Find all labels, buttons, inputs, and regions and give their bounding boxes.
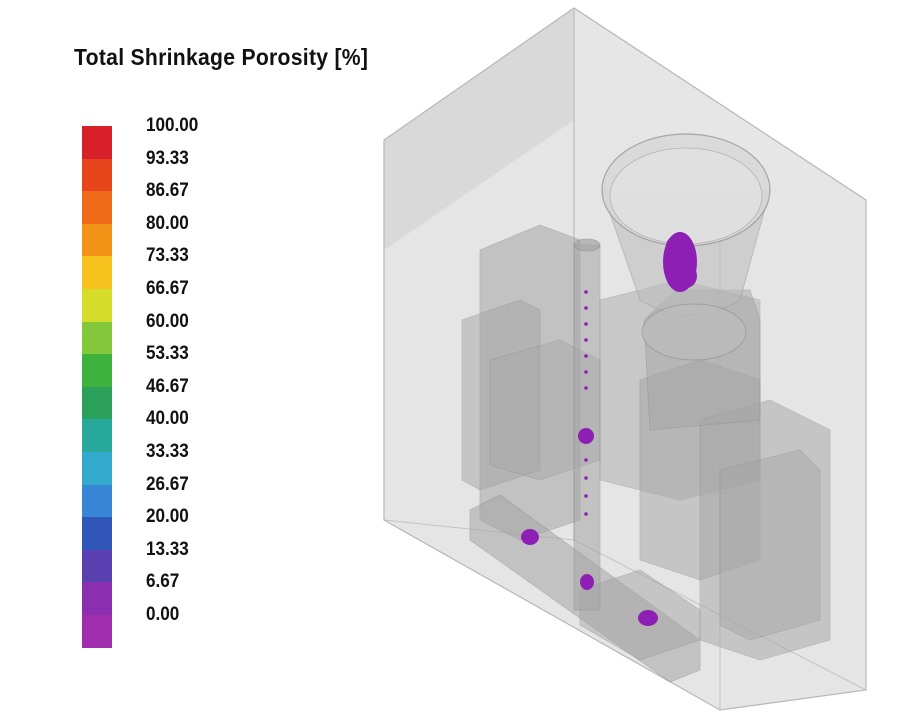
legend-label: 0.00 [146,603,180,625]
legend-swatch [82,126,112,159]
porosity-dot [584,338,588,342]
legend-swatch [82,386,112,420]
legend-label: 20.00 [146,506,189,528]
legend-label: 6.67 [146,571,180,593]
legend-scale-labels: 100.00 93.33 86.67 80.00 73.33 66.67 60.00 53.3… [146,110,204,632]
porosity-runner-right [638,610,658,626]
legend-label: 86.67 [146,180,189,202]
legend-label: 66.67 [146,277,189,299]
legend-swatch [82,191,112,224]
porosity-dot [584,386,588,390]
legend-swatch [82,354,112,387]
legend-swatch [82,288,112,322]
legend-swatch [82,517,112,550]
legend-color-bar [82,126,112,648]
porosity-runner-left [521,529,539,545]
legend-swatch [82,614,112,648]
legend-swatch [82,582,112,615]
porosity-dot [584,476,588,480]
porosity-dot [584,370,588,374]
legend-swatch [82,158,112,192]
legend-label: 80.00 [146,212,189,234]
legend-label: 46.67 [146,375,189,397]
porosity-dot [584,458,588,462]
porosity-dot [584,322,588,326]
legend-swatch [82,419,112,452]
legend-label: 60.00 [146,310,189,332]
legend-label: 73.33 [146,245,189,267]
legend-label: 26.67 [146,473,189,495]
porosity-dot [584,290,588,294]
legend-swatch [82,256,112,289]
legend-label: 100.00 [146,115,199,136]
porosity-dot [584,306,588,310]
legend-label: 33.33 [146,440,189,462]
porosity-regions [521,232,697,626]
porosity-sprue-base [580,574,594,590]
legend-title: Total Shrinkage Porosity [%] [74,44,369,70]
legend-swatch [82,484,112,518]
legend-swatch [82,223,112,257]
legend-label: 40.00 [146,408,189,430]
legend-swatch [82,451,112,485]
legend-label: 53.33 [146,343,189,365]
legend-swatch [82,321,112,355]
legend-label: 93.33 [146,147,189,169]
legend-swatch [82,549,112,583]
porosity-dot [584,494,588,498]
porosity-cup-part [666,236,686,256]
porosity-sprue [578,428,594,444]
legend-label: 13.33 [146,538,189,560]
porosity-cup-part [675,264,697,288]
porosity-dot [584,512,588,516]
porosity-dot [584,354,588,358]
